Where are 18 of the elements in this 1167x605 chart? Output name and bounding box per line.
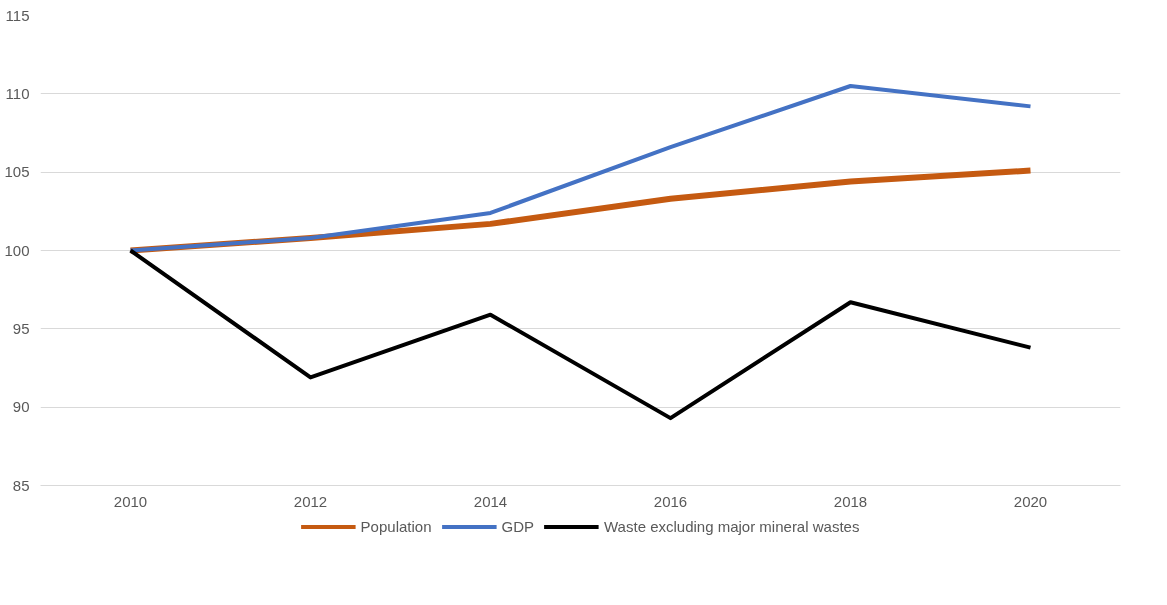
legend-label: Population (360, 517, 432, 535)
line-series (128, 248, 1033, 421)
x-tick-label: 2010 (113, 492, 148, 510)
y-tick-label: 95 (12, 319, 30, 337)
y-tick-label: 115 (5, 6, 30, 24)
y-tick-label: 105 (4, 163, 30, 181)
x-tick-label: 2016 (653, 492, 688, 510)
x-tick-label: 2020 (1013, 492, 1048, 510)
y-tick-label: 110 (5, 84, 30, 102)
y-tick-label: 90 (12, 398, 30, 416)
legend-label: Waste excluding major mineral wastes (604, 517, 860, 535)
line-series (128, 84, 1033, 253)
y-tick-label: 100 (4, 241, 30, 259)
legend-label: GDP (501, 517, 535, 535)
x-tick-label: 2018 (833, 492, 868, 510)
x-tick-label: 2014 (473, 492, 508, 510)
x-tick-label: 2012 (293, 492, 328, 510)
y-tick-label: 85 (12, 476, 30, 494)
